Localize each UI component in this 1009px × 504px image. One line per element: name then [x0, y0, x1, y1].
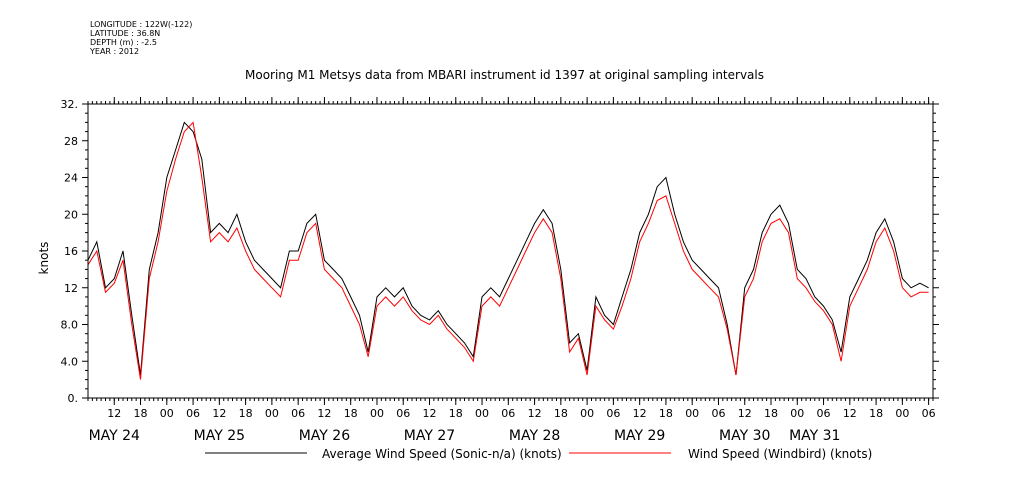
y-tick-label: 20 — [64, 208, 78, 221]
depth-label: DEPTH (m) : -2.5 — [90, 38, 157, 47]
x-tick-label: 00 — [580, 407, 594, 420]
x-tick-label: 18 — [344, 407, 358, 420]
x-tick-label: 12 — [107, 407, 121, 420]
x-tick-label: 12 — [528, 407, 542, 420]
x-tick-label: 12 — [212, 407, 226, 420]
x-tick-label: 18 — [869, 407, 883, 420]
x-date-label: MAY 30 — [719, 428, 770, 444]
x-tick-label: 06 — [817, 407, 831, 420]
y-tick-label: 8.0 — [61, 319, 79, 332]
x-tick-label: 00 — [475, 407, 489, 420]
x-tick-label: 00 — [790, 407, 804, 420]
latitude-label: LATITUDE : 36.8N — [90, 29, 161, 38]
x-tick-label: 06 — [606, 407, 620, 420]
x-date-label: MAY 27 — [404, 428, 455, 444]
series-line-average-wind — [87, 121, 929, 376]
x-tick-label: 06 — [922, 407, 936, 420]
x-tick-label: 00 — [370, 407, 384, 420]
x-tick-label: 00 — [685, 407, 699, 420]
x-date-label: MAY 26 — [299, 428, 350, 444]
chart-title: Mooring M1 Metsys data from MBARI instru… — [245, 68, 764, 82]
x-date-label: MAY 28 — [509, 428, 560, 444]
year-label: YEAR : 2012 — [90, 47, 140, 56]
x-tick-label: 12 — [738, 407, 752, 420]
y-tick-label: 24 — [64, 172, 78, 185]
x-tick-label: 18 — [764, 407, 778, 420]
x-date-label: MAY 31 — [789, 428, 840, 444]
x-tick-label: 00 — [160, 407, 174, 420]
x-date-label: MAY 29 — [614, 428, 665, 444]
longitude-label: LONGITUDE : 122W(-122) — [90, 20, 193, 29]
y-tick-label: 4.0 — [61, 355, 79, 368]
y-tick-label: 12 — [64, 282, 78, 295]
x-tick-label: 12 — [843, 407, 857, 420]
x-tick-label: 18 — [659, 407, 673, 420]
x-tick-label: 06 — [501, 407, 515, 420]
y-tick-label: 16 — [64, 245, 78, 258]
legend-label-average-wind: Average Wind Speed (Sonic-n/a) (knots) — [322, 447, 562, 461]
x-tick-label: 00 — [265, 407, 279, 420]
x-tick-label: 06 — [186, 407, 200, 420]
y-axis-label: knots — [37, 242, 51, 275]
y-tick-label: 28 — [64, 135, 78, 148]
x-tick-label: 18 — [134, 407, 148, 420]
mooring-metadata: LONGITUDE : 122W(-122) LATITUDE : 36.8N … — [90, 20, 192, 56]
x-tick-label: 00 — [895, 407, 909, 420]
x-date-label: MAY 24 — [89, 428, 140, 444]
axes: 0. 4.0 8.0 12 16 20 24 28 32. 12 18 00 06 12 18 00 06 12 1… — [61, 97, 939, 444]
y-tick-label: 0. — [68, 392, 79, 405]
x-tick-label: 12 — [423, 407, 437, 420]
legend: Average Wind Speed (Sonic-n/a) (knots) W… — [205, 447, 872, 461]
x-tick-label: 06 — [291, 407, 305, 420]
legend-label-windbird: Wind Speed (Windbird) (knots) — [688, 447, 872, 461]
x-date-label: MAY 25 — [194, 428, 245, 444]
y-tick-label: 32. — [61, 98, 79, 111]
x-tick-label: 06 — [711, 407, 725, 420]
x-tick-label: 18 — [449, 407, 463, 420]
x-tick-label: 06 — [396, 407, 410, 420]
x-tick-label: 18 — [554, 407, 568, 420]
series-lines — [87, 121, 929, 380]
x-tick-label: 18 — [239, 407, 253, 420]
x-tick-label: 12 — [317, 407, 331, 420]
plot-frame — [87, 103, 934, 399]
series-line-windbird — [87, 121, 929, 380]
x-tick-label: 12 — [633, 407, 647, 420]
